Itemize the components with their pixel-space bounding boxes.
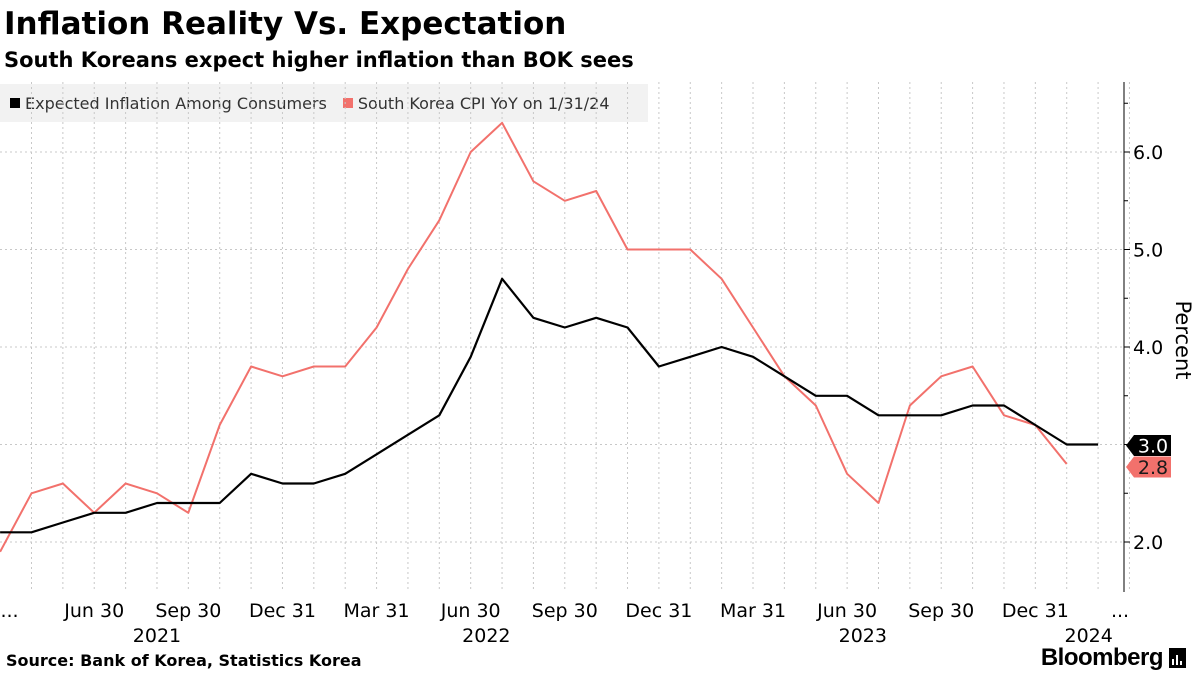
x-year-label: 2024	[1064, 625, 1112, 647]
legend-label-cpi: South Korea CPI YoY on 1/31/24	[357, 93, 610, 113]
bloomberg-terminal-icon	[1169, 648, 1186, 668]
x-tick-label: Dec 31	[625, 600, 692, 622]
gridlines	[0, 82, 1130, 592]
x-year-label: 2023	[839, 625, 887, 647]
x-tick-label: Sep 30	[908, 600, 974, 622]
chart-subtitle: South Koreans expect higher inflation th…	[4, 48, 634, 72]
end-label-cpi-bg	[1126, 456, 1171, 478]
end-label-cpi: 2.8	[1126, 456, 1171, 479]
chart-title: Inflation Reality Vs. Expectation	[4, 6, 567, 42]
x-tick-label: Jun 30	[63, 600, 124, 622]
legend-swatch-cpi	[342, 98, 353, 108]
series-line-cpi	[0, 121, 1068, 553]
y-tick-label: 4.0	[1133, 337, 1163, 359]
series-line-expected	[0, 277, 1099, 534]
x-tick-label: Dec 31	[1002, 600, 1069, 622]
x-tick-label: Sep 30	[532, 600, 598, 622]
x-tick-label: ...	[0, 600, 18, 622]
end-label-cpi-text: 2.8	[1138, 457, 1168, 479]
x-tick-label: Dec 31	[249, 600, 316, 622]
source-note: Source: Bank of Korea, Statistics Korea	[6, 651, 362, 670]
end-label-expected-bg	[1126, 435, 1171, 456]
bloomberg-logo: Bloomberg	[1041, 644, 1186, 672]
y-tick-label: 6.0	[1133, 142, 1163, 164]
x-tick-label: Sep 30	[155, 600, 221, 622]
y-tick-label: 2.0	[1133, 532, 1163, 554]
legend-item-cpi: South Korea CPI YoY on 1/31/24	[342, 93, 610, 113]
x-tick-label: Mar 31	[344, 600, 410, 622]
end-label-expected-text: 3.0	[1138, 436, 1168, 458]
x-year-label: 2021	[133, 625, 181, 647]
x-tick-label: Jun 30	[440, 600, 501, 622]
x-tick-label: Mar 31	[720, 600, 786, 622]
y-tick-label: 5.0	[1133, 240, 1163, 262]
x-year-label: 2022	[462, 625, 510, 647]
x-tick-label: Jun 30	[816, 600, 877, 622]
y-axis-title: Percent	[1171, 300, 1195, 379]
legend-swatch-expected	[10, 98, 20, 108]
end-label-expected: 3.0	[1126, 435, 1171, 458]
x-tick-label: ...	[1111, 600, 1129, 622]
brand-name: Bloomberg	[1040, 644, 1164, 671]
